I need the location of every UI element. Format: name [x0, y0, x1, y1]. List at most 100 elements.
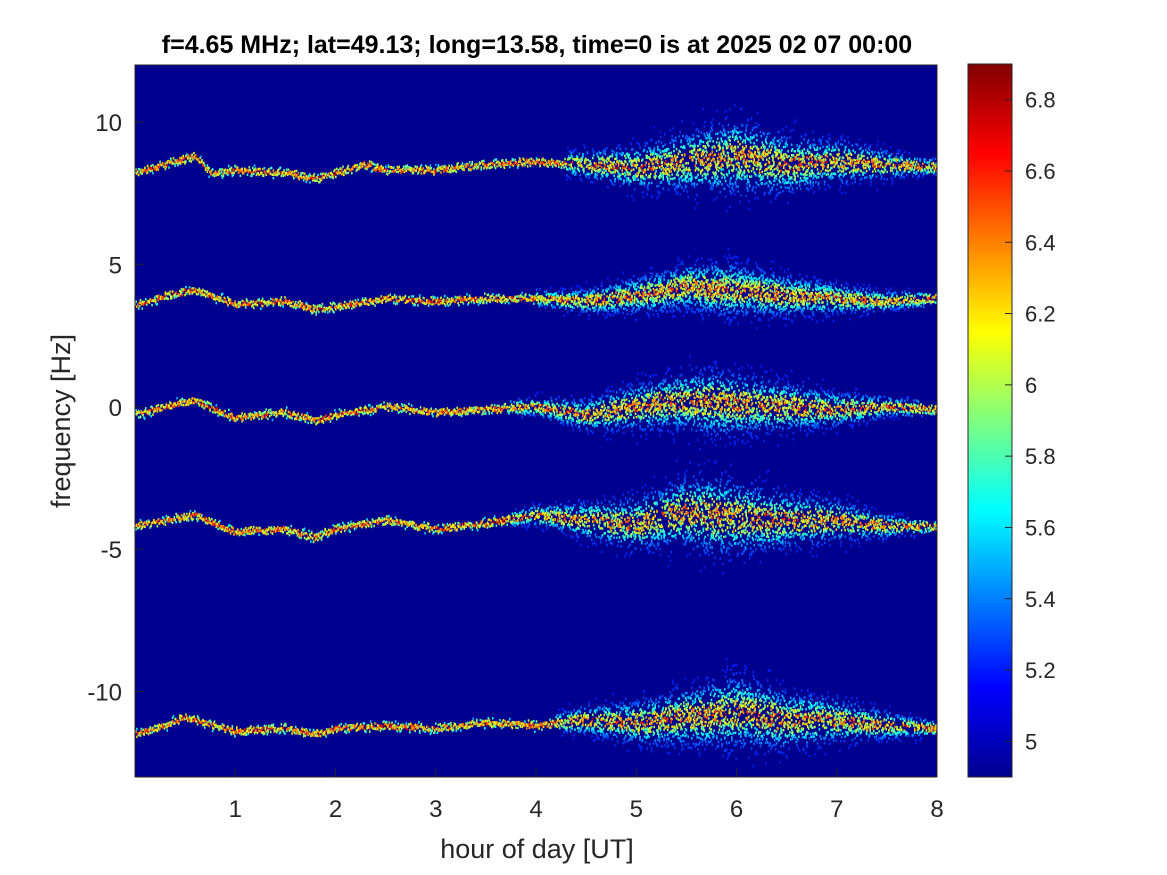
trace-pixel: [739, 135, 741, 139]
trace-pixel: [697, 155, 699, 158]
trace-pixel: [751, 147, 754, 151]
trace-pixel: [363, 160, 366, 164]
trace-pixel: [713, 157, 715, 161]
trace-pixel: [765, 149, 768, 152]
trace-pixel: [235, 305, 238, 309]
trace-pixel: [622, 166, 624, 170]
trace-pixel: [624, 290, 627, 294]
trace-pixel: [645, 154, 648, 157]
trace-pixel: [578, 152, 581, 155]
trace-pixel: [726, 183, 729, 187]
trace-pixel: [795, 119, 797, 122]
trace-pixel: [432, 170, 434, 174]
trace-pixel: [933, 169, 936, 172]
trace-pixel: [486, 166, 489, 169]
trace-pixel: [732, 169, 734, 173]
trace-pixel: [609, 171, 612, 174]
trace-pixel: [186, 155, 188, 158]
trace-pixel: [545, 162, 548, 166]
trace-pixel: [636, 281, 639, 285]
trace-pixel: [617, 290, 620, 293]
trace-pixel: [359, 165, 361, 169]
trace-pixel: [556, 302, 558, 305]
trace-pixel: [496, 300, 499, 303]
trace-pixel: [249, 168, 251, 172]
trace-pixel: [747, 153, 749, 156]
trace-pixel: [694, 207, 697, 210]
trace-pixel: [798, 167, 800, 171]
trace-pixel: [762, 143, 764, 147]
trace-pixel: [750, 153, 753, 156]
trace-pixel: [480, 168, 483, 171]
trace-pixel: [626, 172, 629, 175]
trace-pixel: [628, 283, 631, 286]
trace-pixel: [825, 146, 828, 149]
trace-pixel: [579, 161, 582, 164]
trace-pixel: [411, 171, 414, 175]
trace-pixel: [219, 299, 221, 303]
trace-pixel: [626, 291, 629, 295]
trace-pixel: [231, 303, 234, 306]
trace-pixel: [886, 178, 888, 181]
trace-pixel: [752, 185, 755, 189]
trace-pixel: [591, 167, 594, 170]
trace-pixel: [430, 296, 433, 299]
trace-pixel: [645, 161, 648, 164]
trace-pixel: [748, 160, 751, 163]
trace-pixel: [756, 134, 758, 137]
trace-pixel: [879, 155, 881, 159]
trace-pixel: [810, 152, 813, 156]
trace-pixel: [417, 170, 420, 174]
trace-pixel: [583, 300, 586, 303]
trace-pixel: [387, 164, 390, 167]
trace-pixel: [761, 170, 764, 174]
trace-pixel: [729, 139, 731, 142]
trace-pixel: [170, 296, 173, 300]
trace-pixel: [210, 173, 212, 176]
trace-pixel: [704, 134, 706, 138]
trace-pixel: [302, 306, 304, 310]
trace-pixel: [467, 168, 470, 172]
trace-pixel: [550, 160, 552, 164]
trace-pixel: [829, 169, 831, 172]
trace-pixel: [831, 172, 833, 175]
trace-pixel: [856, 155, 859, 158]
trace-pixel: [859, 169, 862, 172]
trace-pixel: [215, 297, 218, 300]
trace-pixel: [895, 167, 897, 170]
trace-pixel: [528, 293, 531, 297]
trace-pixel: [495, 294, 498, 297]
trace-pixel: [672, 127, 674, 130]
trace-pixel: [206, 170, 209, 173]
trace-pixel: [174, 292, 177, 295]
trace-pixel: [196, 158, 199, 162]
trace-pixel: [276, 173, 278, 176]
trace-pixel: [348, 302, 351, 305]
trace-pixel: [624, 292, 626, 296]
trace-pixel: [601, 175, 604, 178]
trace-pixel: [147, 167, 150, 170]
trace-pixel: [725, 143, 728, 146]
trace-pixel: [556, 295, 558, 298]
trace-pixel: [633, 299, 636, 302]
trace-pixel: [789, 159, 791, 162]
trace-pixel: [736, 163, 739, 167]
trace-pixel: [658, 149, 661, 152]
trace-pixel: [572, 157, 574, 161]
trace-pixel: [889, 154, 891, 157]
trace-pixel: [898, 165, 901, 169]
trace-pixel: [348, 306, 351, 309]
trace-pixel: [757, 183, 760, 187]
trace-pixel: [484, 164, 486, 168]
trace-pixel: [676, 155, 679, 158]
trace-pixel: [209, 292, 211, 295]
trace-pixel: [423, 297, 425, 300]
trace-pixel: [598, 168, 600, 172]
trace-pixel: [320, 305, 323, 309]
trace-pixel: [698, 168, 700, 172]
trace-pixel: [196, 288, 199, 292]
trace-pixel: [558, 163, 560, 166]
trace-pixel: [525, 293, 527, 296]
trace-pixel: [325, 172, 327, 175]
trace-pixel: [723, 187, 725, 190]
